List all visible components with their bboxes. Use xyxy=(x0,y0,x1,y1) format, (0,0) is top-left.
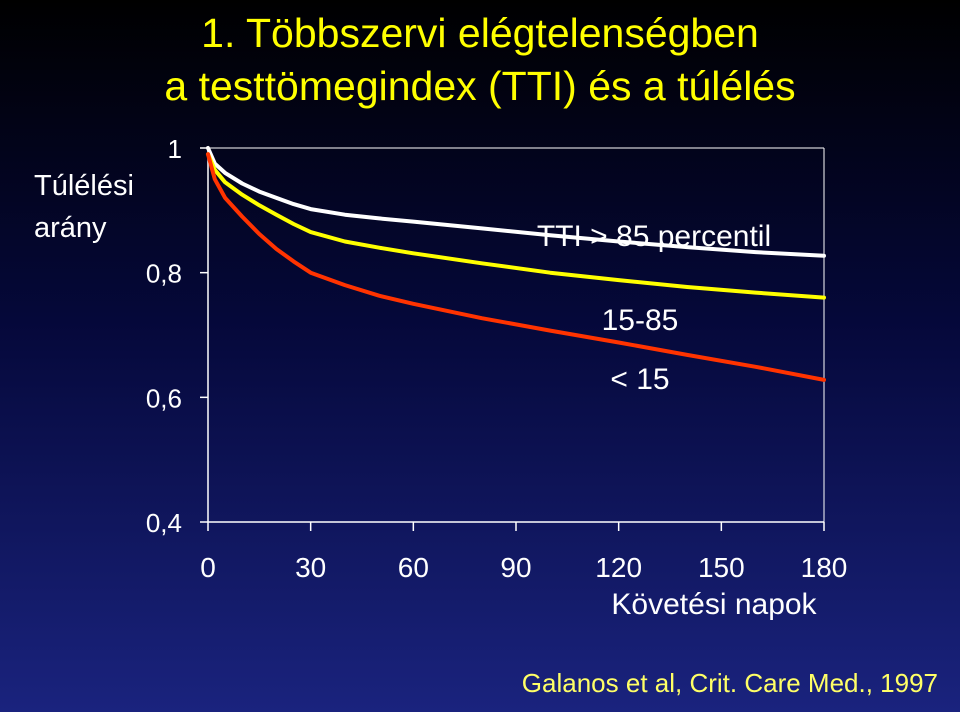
title-line-2: a testtömegindex (TTI) és a túlélés xyxy=(164,63,796,109)
x-tick-label: 180 xyxy=(801,552,848,583)
chart-series xyxy=(206,146,826,382)
chart-labels: Követési napok TTI > 85 percentil 15-85 < 1… xyxy=(537,220,818,621)
x-tick-label: 0 xyxy=(200,552,216,583)
citation: Galanos et al, Crit. Care Med., 1997 xyxy=(521,668,938,698)
x-axis-label: Követési napok xyxy=(611,588,817,621)
series-line-0 xyxy=(206,146,826,258)
x-tick-label: 90 xyxy=(500,552,531,583)
y-tick-label: 0,6 xyxy=(146,383,182,413)
y-tick-label: 0,8 xyxy=(146,259,182,289)
y-tick-label: 0,4 xyxy=(146,508,182,538)
series-line-1 xyxy=(206,152,826,300)
x-tick-label: 120 xyxy=(595,552,642,583)
x-tick-label: 30 xyxy=(295,552,326,583)
chart-ticks: 0,4 0,6 0,8 1 0 30 60 90 120 150 180 xyxy=(146,134,848,583)
y-axis-label-line-2: arány xyxy=(34,212,107,244)
series-label-0: TTI > 85 percentil xyxy=(537,220,771,253)
y-tick-label: 1 xyxy=(168,134,182,164)
title-line-1: 1. Többszervi elégtelenségben xyxy=(201,10,759,56)
y-axis-label-line-1: Túlélési xyxy=(34,170,134,202)
series-label-2: < 15 xyxy=(610,363,669,396)
series-label-1: 15-85 xyxy=(602,304,679,337)
x-tick-label: 150 xyxy=(698,552,745,583)
x-tick-label: 60 xyxy=(398,552,429,583)
series-line-2 xyxy=(206,152,826,382)
